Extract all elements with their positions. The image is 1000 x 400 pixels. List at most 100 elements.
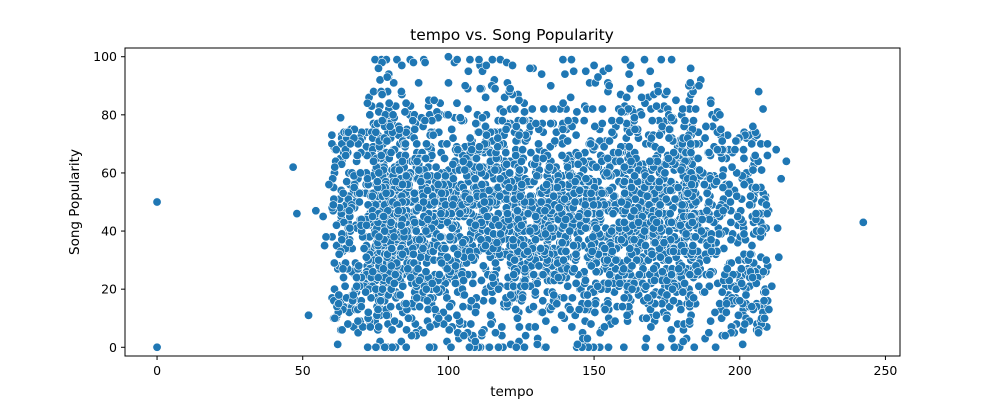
data-point [400,139,410,149]
data-point [600,305,610,315]
data-point [532,339,542,349]
data-point [510,104,520,114]
data-point [689,293,699,303]
data-point [721,307,731,317]
data-point [529,270,539,280]
data-point [531,212,541,222]
data-point [593,281,603,291]
data-point [490,84,500,94]
data-point [442,139,452,149]
data-point [356,302,366,312]
data-point [763,139,773,149]
data-point [401,98,411,108]
data-point [538,270,548,280]
data-point [458,302,468,312]
data-point [387,325,397,335]
data-point [363,307,373,317]
data-point [604,81,614,91]
data-point [390,316,400,326]
data-point [396,87,406,97]
data-point [474,55,484,65]
data-point [694,281,704,291]
data-point [697,214,707,224]
data-point [440,153,450,163]
data-point [740,319,750,329]
data-point [665,185,675,195]
data-point [665,209,675,219]
data-point [511,121,521,131]
data-point [468,278,478,288]
data-point [726,235,736,245]
data-point [448,133,458,143]
data-point [704,328,714,338]
data-point [510,255,520,265]
data-point [539,104,549,114]
data-point [607,246,617,256]
data-point [359,243,369,253]
data-point [627,284,637,294]
data-point [471,119,481,129]
data-point [531,119,541,129]
data-point [591,162,601,172]
data-point [613,148,623,158]
data-point [666,113,676,123]
data-point [629,235,639,245]
data-point [753,328,763,338]
data-point [416,177,426,187]
data-point [739,153,749,163]
data-point [521,331,531,341]
data-point [620,188,630,198]
data-point [706,98,716,108]
data-point [590,121,600,131]
data-point [701,121,711,131]
data-point [378,264,388,274]
data-point [541,316,551,326]
data-points [152,52,868,352]
data-point [394,124,404,134]
data-point [497,322,507,332]
data-point [676,305,686,315]
data-point [587,246,597,256]
data-point [447,223,457,233]
data-point [656,55,666,65]
data-point [624,142,634,152]
data-point [493,133,503,143]
data-point [549,290,559,300]
data-point [486,310,496,320]
data-point [678,287,688,297]
data-point [541,342,551,352]
data-point [645,66,655,76]
data-point [463,104,473,114]
data-point [432,171,442,181]
data-point [662,313,672,323]
data-point [463,66,473,76]
data-point [759,296,769,306]
data-point [751,209,761,219]
data-point [604,342,614,352]
data-point [573,159,583,169]
data-point [523,209,533,219]
data-point [465,133,475,143]
data-point [514,322,524,332]
data-point [410,124,420,134]
data-point [718,206,728,216]
data-point [488,296,498,306]
data-point [373,305,383,315]
data-point [396,220,406,230]
data-point [546,81,556,91]
data-point [629,206,639,216]
data-point [756,226,766,236]
data-point [664,226,674,236]
data-point [431,162,441,172]
data-point [401,171,411,181]
data-point [458,238,468,248]
chart-title: tempo vs. Song Popularity [410,26,614,44]
data-point [371,342,381,352]
data-point [395,290,405,300]
data-point [704,197,714,207]
data-point [669,342,679,352]
data-point [580,275,590,285]
data-point [514,95,524,105]
data-point [605,270,615,280]
data-point [646,174,656,184]
